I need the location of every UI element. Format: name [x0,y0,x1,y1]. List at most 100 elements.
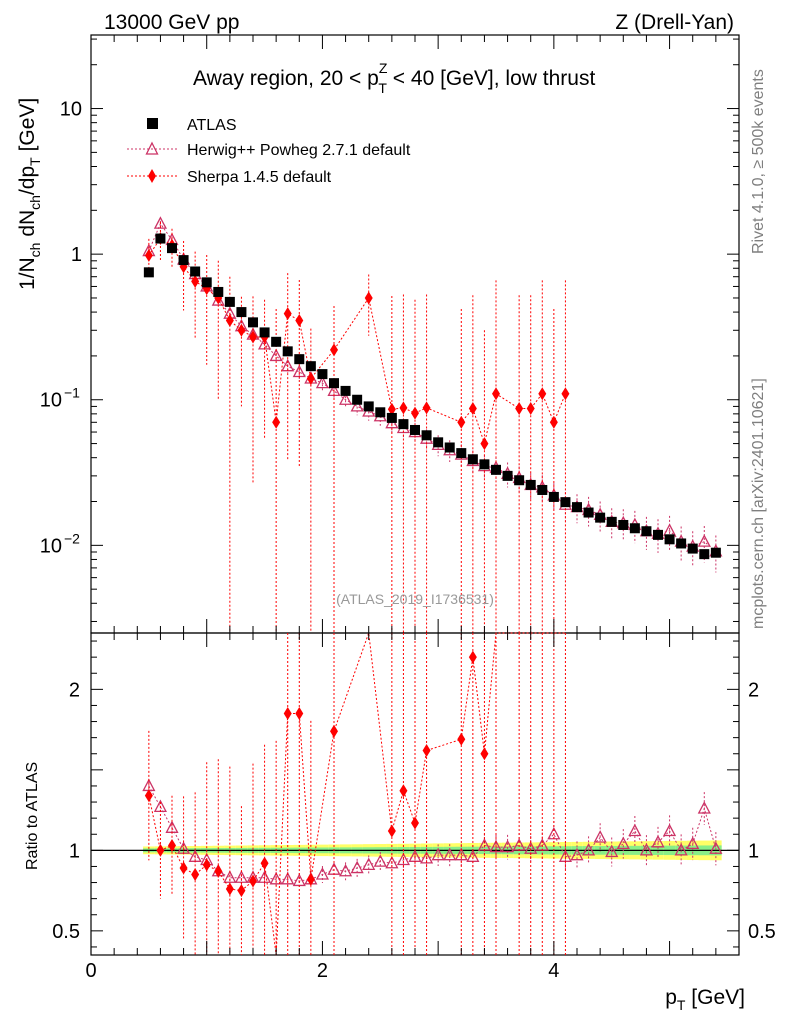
legend-label-atlas: ATLAS [187,117,237,134]
atlas-point [155,233,166,244]
sherpa-ratio-point [387,824,396,838]
atlas-point [560,497,571,508]
atlas-point [479,459,490,470]
herwig-ratio-point [385,855,399,869]
herwig-ratio-point [639,842,654,856]
herwig-ratio-point [431,847,445,861]
sherpa-ratio-line [148,632,566,956]
sherpa-point [191,274,200,288]
atlas-point [491,464,501,475]
atlas-point [201,277,212,288]
sherpa-point [561,387,570,401]
atlas-point [676,538,687,549]
x-axis-label: pT [GeV] [665,986,745,1013]
herwig-ratio-point [223,870,237,883]
atlas-point [340,385,351,396]
atlas-point [433,437,444,448]
sherpa-ratio-point [480,747,489,761]
herwig-ratio-point [396,852,411,866]
atlas-point [143,267,154,278]
sherpa-line [148,237,566,446]
atlas-point [456,448,467,459]
legend-item-atlas: ATLAS [147,117,237,134]
herwig-ratio-point [651,834,665,848]
y-tick-label-exponent: −1 [64,385,80,401]
sherpa-point [387,402,396,416]
y-tick-label: 1 [71,244,82,266]
herwig-ratio-point [674,842,688,856]
atlas-point [386,412,397,423]
sherpa-point [295,314,304,328]
herwig-ratio-point [605,844,619,858]
atlas-point [629,523,640,534]
sherpa-point [457,415,466,429]
atlas-point [595,512,606,523]
ratio-axis-ticks: 2 2 1 1 0.5 0.5 [52,640,776,948]
herwig-ratio-point [489,839,503,853]
sherpa-point [549,415,558,429]
herwig-ratio-point [315,867,330,880]
atlas-point [294,354,305,365]
chart-title: Away region, 20 < pZ T < 40 [GeV], low th… [193,60,595,96]
atlas-point [664,534,675,545]
analysis-id-label: (ATLAS_2019_I1736531) [336,591,494,607]
ratio-tick-label-left: 1 [69,840,80,862]
sherpa-point [249,330,257,344]
legend-marker-sherpa [148,169,156,183]
herwig-ratio-point [662,823,677,837]
sherpa-point [399,401,408,415]
ratio-tick-label-right: 1 [748,840,759,862]
atlas-point [375,407,386,418]
herwig-ratio-line [148,785,717,882]
sherpa-point [364,291,373,305]
sherpa-point [330,343,338,357]
sherpa-ratio-point [156,843,165,857]
legend-label-sherpa: Sherpa 1.4.5 default [187,169,332,186]
sherpa-ratio-point [249,874,257,888]
sherpa-point [492,387,500,401]
herwig-ratio-point [350,860,364,874]
atlas-point [699,549,710,560]
herwig-ratio-point [628,823,642,837]
herwig-ratio-point [373,854,387,867]
ratio-data-layer [142,632,723,956]
sherpa-ratio-point [457,732,466,746]
legend-item-herwig: Herwig++ Powheg 2.7.1 default [127,141,411,159]
sherpa-point [283,307,292,321]
atlas-point [502,470,513,481]
sherpa-ratio-point [237,884,246,898]
sherpa-ratio-point [191,868,200,881]
x-tick-label: 0 [85,960,96,982]
sherpa-ratio-point [168,839,176,853]
atlas-point [282,346,293,357]
ratio-tick-label-left: 0.5 [52,921,80,943]
sherpa-point [225,314,234,328]
herwig-ratio-point [281,871,295,885]
sherpa-ratio-point [283,707,292,720]
sherpa-ratio-point [306,872,315,886]
sherpa-point [538,387,547,401]
herwig-point [338,392,353,405]
herwig-ratio-point [581,842,596,856]
herwig-ratio-point [570,847,584,861]
atlas-point [271,336,282,347]
legend-marker-atlas [147,118,158,129]
atlas-point [537,484,548,495]
sherpa-ratio-point [468,650,477,664]
atlas-point [606,516,617,527]
sherpa-point [515,402,524,416]
herwig-point [153,216,168,229]
sherpa-point [306,371,315,385]
process-label: Z (Drell-Yan) [615,11,734,34]
herwig-ratio-point [269,871,283,885]
herwig-ratio-point [616,836,630,850]
sherpa-ratio-point [214,864,223,878]
sherpa-point [272,415,281,429]
sherpa-ratio-point [422,744,431,758]
sherpa-ratio-point [330,724,338,738]
sherpa-point [526,402,535,416]
atlas-point [687,543,698,554]
atlas-point [329,378,339,389]
